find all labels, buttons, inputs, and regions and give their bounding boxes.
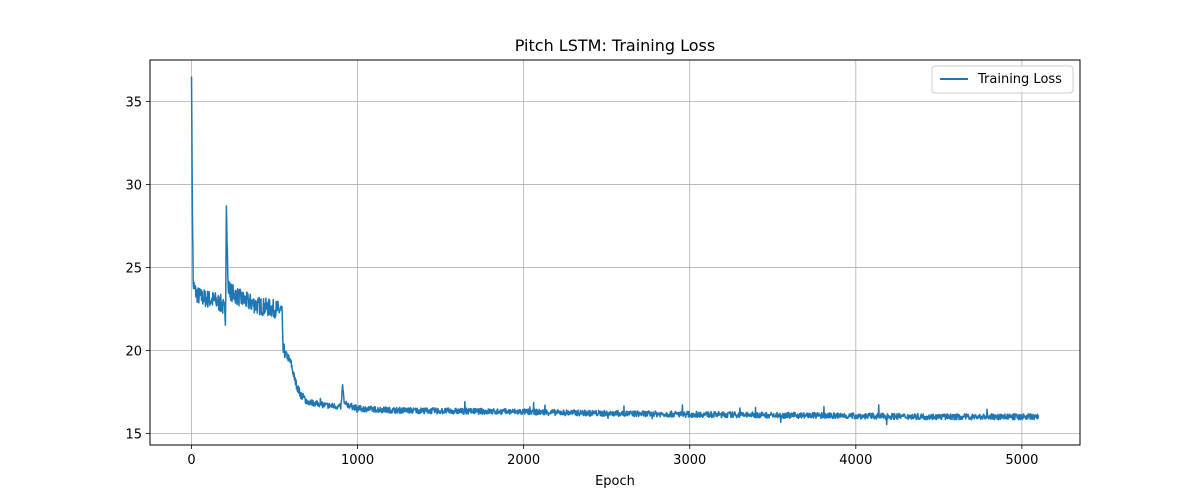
x-axis-label: Epoch bbox=[595, 474, 635, 489]
grid bbox=[150, 60, 1080, 445]
x-ticks: 0 1000 2000 3000 4000 5000 bbox=[187, 445, 1038, 468]
y-tick-label: 35 bbox=[125, 95, 142, 110]
legend: Training Loss bbox=[931, 65, 1074, 94]
x-tick-label: 0 bbox=[187, 453, 195, 468]
x-tick-label: 1000 bbox=[341, 453, 374, 468]
legend-label: Training Loss bbox=[977, 72, 1062, 87]
legend-box bbox=[931, 65, 1074, 94]
series-line-training-loss bbox=[190, 76, 1040, 426]
y-tick-label: 30 bbox=[125, 178, 142, 193]
axes-frame bbox=[149, 59, 1081, 446]
x-tick-label: 5000 bbox=[1005, 453, 1038, 468]
y-tick-label: 25 bbox=[125, 261, 142, 276]
y-tick-label: 15 bbox=[125, 427, 142, 442]
chart-title: Pitch LSTM: Training Loss bbox=[515, 36, 715, 55]
series-layer bbox=[190, 76, 1040, 426]
x-tick-label: 2000 bbox=[507, 453, 540, 468]
x-tick-label: 3000 bbox=[673, 453, 706, 468]
y-tick-label: 20 bbox=[125, 344, 142, 359]
x-tick-label: 4000 bbox=[839, 453, 872, 468]
y-ticks: 15 20 25 30 35 bbox=[125, 95, 150, 442]
